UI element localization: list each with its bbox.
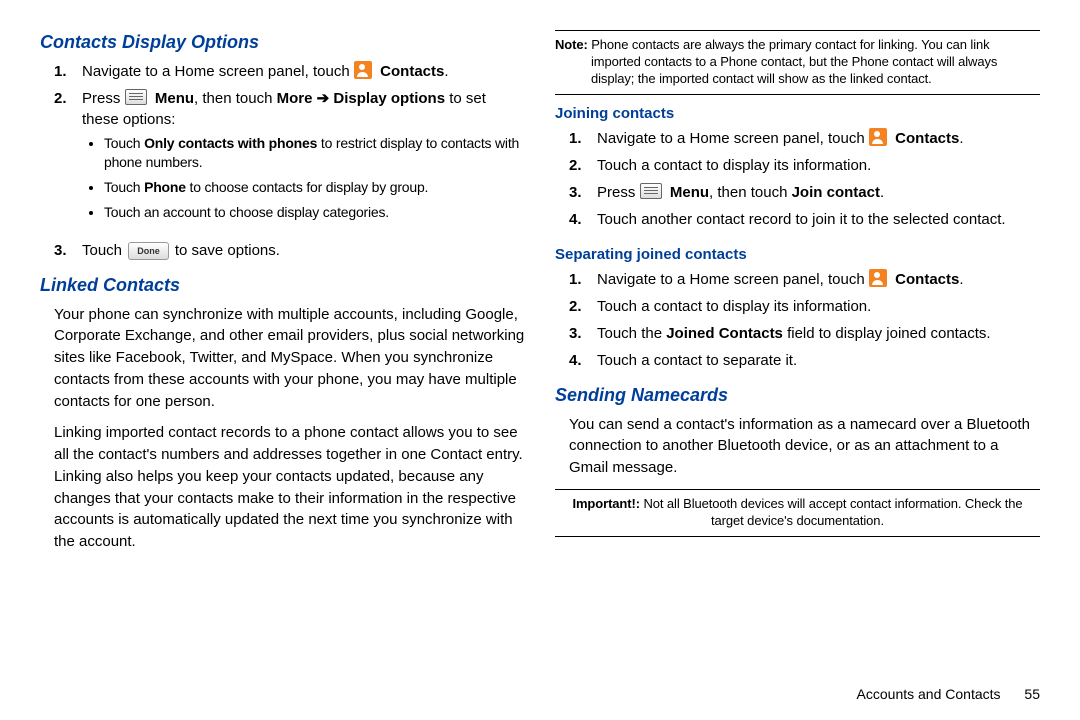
menu-icon xyxy=(125,89,147,105)
step-text: Touch the xyxy=(597,325,666,342)
step-item: 2. Press Menu, then touch More ➔ Display… xyxy=(66,88,525,240)
join-contact-label: Join contact xyxy=(792,184,880,201)
page-number: 55 xyxy=(1024,686,1040,702)
bullet-item: Touch Only contacts with phones to restr… xyxy=(104,134,525,178)
important-box: Important!: Not all Bluetooth devices wi… xyxy=(555,489,1040,537)
heading-sending-namecards: Sending Namecards xyxy=(555,385,1040,406)
note-box: Note: Phone contacts are always the prim… xyxy=(555,30,1040,95)
rule xyxy=(555,94,1040,95)
contacts-label: Contacts xyxy=(895,271,959,288)
display-options-steps: 1. Navigate to a Home screen panel, touc… xyxy=(40,61,525,267)
joining-steps: 1. Navigate to a Home screen panel, touc… xyxy=(555,128,1040,236)
heading-linked-contacts: Linked Contacts xyxy=(40,275,525,296)
more-label: More xyxy=(277,90,313,107)
linked-para-2: Linking imported contact records to a ph… xyxy=(54,422,525,553)
important-text: Important!: Not all Bluetooth devices wi… xyxy=(555,492,1040,534)
note-text: Note: Phone contacts are always the prim… xyxy=(555,33,1040,92)
options-bullets: Touch Only contacts with phones to restr… xyxy=(82,134,525,228)
joined-contacts-label: Joined Contacts xyxy=(666,325,783,342)
step-item: 2. Touch a contact to display its inform… xyxy=(581,155,1040,182)
left-column: Contacts Display Options 1. Navigate to … xyxy=(40,28,525,668)
step-text: Touch a contact to display its informati… xyxy=(597,298,871,315)
manual-page: Contacts Display Options 1. Navigate to … xyxy=(0,0,1080,686)
step-number: 4. xyxy=(569,209,582,230)
contacts-icon xyxy=(869,269,887,287)
step-item: 4. Touch a contact to separate it. xyxy=(581,350,1040,377)
display-options-label: Display options xyxy=(333,90,445,107)
step-text: Press xyxy=(597,184,640,201)
step-text: , then touch xyxy=(709,184,792,201)
step-number: 1. xyxy=(569,269,582,290)
rule xyxy=(555,30,1040,31)
step-number: 2. xyxy=(569,155,582,176)
step-number: 3. xyxy=(569,182,582,203)
step-text: field to display joined contacts. xyxy=(783,325,991,342)
step-number: 3. xyxy=(54,240,67,261)
separating-steps: 1. Navigate to a Home screen panel, touc… xyxy=(555,269,1040,377)
step-number: 4. xyxy=(569,350,582,371)
menu-icon xyxy=(640,183,662,199)
step-number: 2. xyxy=(54,88,67,109)
step-text: Navigate to a Home screen panel, touch xyxy=(82,63,354,80)
menu-label: Menu xyxy=(670,184,709,201)
important-label: Important!: xyxy=(572,496,640,511)
right-column: Note: Phone contacts are always the prim… xyxy=(555,28,1040,668)
step-number: 1. xyxy=(569,128,582,149)
contacts-icon xyxy=(354,61,372,79)
linked-para-1: Your phone can synchronize with multiple… xyxy=(54,304,525,413)
step-text: Touch xyxy=(82,242,126,259)
arrow-icon: ➔ xyxy=(317,90,334,107)
heading-contacts-display: Contacts Display Options xyxy=(40,32,525,53)
step-text: , then touch xyxy=(194,90,277,107)
heading-separating: Separating joined contacts xyxy=(555,246,1040,263)
step-text: Navigate to a Home screen panel, touch xyxy=(597,130,869,147)
contacts-icon xyxy=(869,128,887,146)
step-item: 1. Navigate to a Home screen panel, touc… xyxy=(66,61,525,88)
step-item: 3. Touch Done to save options. xyxy=(66,240,525,267)
step-text: to save options. xyxy=(175,242,280,259)
step-item: 1. Navigate to a Home screen panel, touc… xyxy=(581,269,1040,296)
step-number: 2. xyxy=(569,296,582,317)
page-footer: Accounts and Contacts 55 xyxy=(0,686,1080,702)
contacts-label: Contacts xyxy=(895,130,959,147)
rule xyxy=(555,489,1040,490)
note-label: Note: xyxy=(555,37,588,52)
step-text: Navigate to a Home screen panel, touch xyxy=(597,271,869,288)
step-item: 3. Press Menu, then touch Join contact. xyxy=(581,182,1040,209)
step-number: 1. xyxy=(54,61,67,82)
step-item: 1. Navigate to a Home screen panel, touc… xyxy=(581,128,1040,155)
menu-label: Menu xyxy=(155,90,194,107)
namecards-para: You can send a contact's information as … xyxy=(569,414,1040,479)
step-text: Touch a contact to separate it. xyxy=(597,352,797,369)
rule xyxy=(555,536,1040,537)
step-item: 4. Touch another contact record to join … xyxy=(581,209,1040,236)
step-number: 3. xyxy=(569,323,582,344)
bullet-item: Touch an account to choose display categ… xyxy=(104,203,525,228)
chapter-title: Accounts and Contacts xyxy=(857,686,1001,702)
step-text: Touch another contact record to join it … xyxy=(597,211,1006,228)
step-item: 3. Touch the Joined Contacts field to di… xyxy=(581,323,1040,350)
contacts-label: Contacts xyxy=(380,63,444,80)
bullet-item: Touch Phone to choose contacts for displ… xyxy=(104,178,525,203)
step-text: Press xyxy=(82,90,125,107)
done-button-icon: Done xyxy=(128,242,169,261)
step-item: 2. Touch a contact to display its inform… xyxy=(581,296,1040,323)
heading-joining: Joining contacts xyxy=(555,105,1040,122)
step-text: Touch a contact to display its informati… xyxy=(597,157,871,174)
